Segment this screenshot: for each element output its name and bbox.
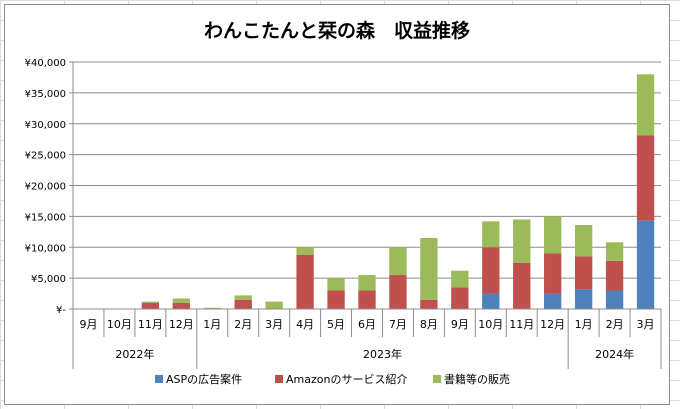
bar-segment xyxy=(605,260,624,291)
bar-segment xyxy=(389,247,407,276)
bar-segment xyxy=(358,290,376,309)
bar-segment xyxy=(420,299,438,309)
bar-segment xyxy=(513,262,531,309)
bar-segment xyxy=(265,301,283,309)
bar-segment xyxy=(482,221,500,248)
legend-swatch xyxy=(275,375,283,383)
x-category-label: 6月 xyxy=(358,318,376,331)
revenue-chart: わんこたんと栞の森 収益推移 ¥- ¥5,000 ¥10,000 ¥15,000 ¥20… xyxy=(25,19,662,386)
y-tick-label: ¥5,000 xyxy=(31,274,66,285)
x-category-label: 9月 xyxy=(451,318,469,331)
legend-label: 書籍等の販売 xyxy=(444,372,510,386)
x-category-label: 12月 xyxy=(169,318,194,331)
x-year-label: 2022年 xyxy=(115,347,154,361)
x-category-label: 5月 xyxy=(327,318,345,331)
y-tick-label: ¥30,000 xyxy=(25,120,66,131)
legend-swatch xyxy=(155,375,163,383)
y-tick-label: ¥20,000 xyxy=(25,182,66,193)
bar-segment xyxy=(389,275,407,309)
x-category-label: 2月 xyxy=(234,318,252,331)
x-year-label: 2023年 xyxy=(363,347,402,361)
x-category-label: 10月 xyxy=(107,318,132,331)
legend-label: ASPの広告案件 xyxy=(166,372,242,386)
bar-segment xyxy=(513,219,531,263)
x-category-label: 2月 xyxy=(606,318,624,331)
x-category-label: 11月 xyxy=(138,318,163,331)
bar-segment xyxy=(358,275,376,291)
bar-segment xyxy=(605,242,624,261)
legend: ASPの広告案件 Amazonのサービス紹介 書籍等の販売 xyxy=(155,372,510,386)
y-tick-label: ¥25,000 xyxy=(25,151,66,162)
y-tick-label: ¥35,000 xyxy=(25,89,66,100)
x-category-label: 1月 xyxy=(575,318,593,331)
bar-segment xyxy=(296,247,314,255)
bar-segment xyxy=(141,302,160,309)
bar-segment xyxy=(544,216,562,254)
bar-segment xyxy=(234,299,252,309)
x-axis-category-labels: 9月 10月 11月 12月 1月 2月 3月 4月 5月 6月 7月 8月 9月 10月 11月 12月 1月… xyxy=(79,318,654,331)
legend-label: Amazonのサービス紹介 xyxy=(286,373,407,386)
x-category-label: 12月 xyxy=(540,318,565,331)
x-category-label: 11月 xyxy=(509,318,534,331)
x-category-label: 8月 xyxy=(420,318,438,331)
y-tick-label: ¥10,000 xyxy=(25,243,66,254)
bar-segment xyxy=(574,225,593,257)
gridlines xyxy=(69,61,661,310)
bar-segment xyxy=(636,74,655,136)
x-axis xyxy=(72,62,662,369)
bar-segment xyxy=(482,247,500,294)
bar-segment xyxy=(574,289,593,309)
x-category-label: 9月 xyxy=(79,318,97,331)
x-category-label: 4月 xyxy=(296,318,314,331)
y-tick-label: ¥- xyxy=(56,305,66,316)
bar-segment xyxy=(141,301,160,303)
bar-segment xyxy=(605,290,624,309)
bar-segment xyxy=(482,293,500,309)
legend-swatch xyxy=(433,375,441,383)
bar-segment xyxy=(544,253,562,294)
chart-area[interactable]: わんこたんと栞の森 収益推移 ¥- ¥5,000 ¥10,000 ¥15,000 ¥20… xyxy=(4,4,670,405)
bar-segment xyxy=(544,293,562,309)
x-category-label: 7月 xyxy=(389,318,407,331)
y-axis-tick-labels: ¥- ¥5,000 ¥10,000 ¥15,000 ¥20,000 ¥25,000 ¥30,… xyxy=(25,58,67,316)
bar-segment xyxy=(636,135,655,221)
bar-segment xyxy=(203,307,221,309)
chart-title: わんこたんと栞の森 収益推移 xyxy=(204,19,470,42)
bar-segment xyxy=(327,278,345,291)
bar-segment xyxy=(172,298,190,303)
bar-segment xyxy=(296,254,314,309)
y-tick-label: ¥40,000 xyxy=(25,58,66,69)
bar-segment xyxy=(451,270,469,288)
x-category-label: 3月 xyxy=(265,318,283,331)
x-category-label: 10月 xyxy=(478,318,503,331)
bar-segment xyxy=(451,287,469,309)
x-year-label: 2024年 xyxy=(595,347,634,361)
bar-segment xyxy=(574,256,593,290)
y-tick-label: ¥15,000 xyxy=(25,212,66,223)
bars xyxy=(141,74,655,309)
x-axis-year-labels: 2022年 2023年 2024年 xyxy=(115,347,634,361)
x-category-label: 1月 xyxy=(203,318,221,331)
bar-segment xyxy=(420,237,438,300)
bar-segment xyxy=(234,295,252,300)
bar-segment xyxy=(172,302,190,309)
bar-segment xyxy=(636,220,655,309)
bar-segment xyxy=(327,290,345,309)
x-category-label: 3月 xyxy=(637,318,655,331)
